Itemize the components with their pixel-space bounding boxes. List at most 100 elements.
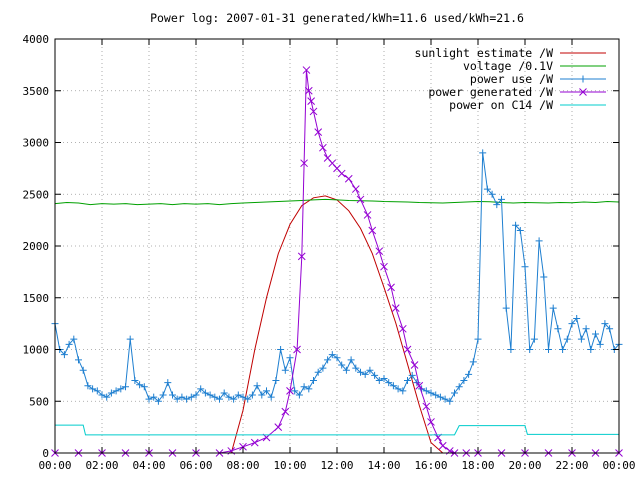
- data-point: [248, 391, 256, 399]
- data-point: [239, 393, 247, 401]
- data-point: [465, 370, 473, 378]
- data-point: [70, 335, 78, 343]
- data-point: [356, 195, 365, 204]
- data-point: [502, 304, 510, 312]
- data-point: [291, 387, 299, 395]
- data-point: [89, 385, 97, 393]
- data-point: [304, 86, 313, 95]
- data-point: [469, 358, 477, 366]
- data-point: [410, 361, 419, 369]
- data-point: [178, 393, 186, 401]
- data-point: [422, 402, 431, 411]
- x-tick-label: 04:00: [132, 459, 165, 472]
- data-point: [592, 330, 599, 338]
- legend-item: power use /W: [470, 72, 606, 86]
- data-point: [344, 174, 353, 183]
- data-point: [507, 346, 515, 353]
- x-tick-label: 20:00: [508, 459, 541, 472]
- data-point: [436, 393, 444, 401]
- data-point: [164, 379, 172, 387]
- data-point: [338, 361, 346, 369]
- data-point: [244, 395, 252, 403]
- data-point: [173, 395, 181, 403]
- data-point: [422, 387, 430, 395]
- chart-title: Power log: 2007-01-31 generated/kWh=11.6…: [150, 11, 524, 25]
- data-point: [75, 356, 82, 364]
- data-point: [201, 389, 209, 397]
- data-point: [408, 371, 416, 379]
- data-point: [521, 263, 529, 271]
- data-point: [310, 377, 317, 385]
- data-point: [112, 387, 120, 395]
- data-point: [579, 75, 587, 83]
- x-tick-label: 16:00: [414, 459, 447, 472]
- data-point: [451, 389, 458, 397]
- data-point: [554, 325, 562, 333]
- data-point: [530, 335, 538, 343]
- data-point: [391, 304, 400, 312]
- data-point: [404, 377, 411, 385]
- legend-item: sunlight estimate /W: [415, 46, 606, 60]
- data-point: [579, 88, 587, 96]
- data-point: [415, 381, 424, 390]
- data-point: [307, 97, 316, 105]
- legend-label: power generated /W: [428, 85, 553, 99]
- data-point: [368, 226, 377, 235]
- data-point: [84, 382, 92, 390]
- data-point: [216, 395, 223, 403]
- data-point: [302, 66, 311, 74]
- data-point: [234, 391, 242, 399]
- data-point: [230, 395, 238, 403]
- y-tick-label: 3000: [23, 137, 50, 150]
- data-point: [601, 320, 609, 328]
- data-point: [498, 195, 505, 203]
- series-line: [230, 195, 444, 454]
- data-point: [563, 335, 571, 343]
- data-point: [375, 377, 383, 385]
- data-point: [169, 391, 176, 399]
- data-point: [272, 377, 280, 385]
- data-point: [385, 379, 393, 387]
- data-point: [427, 389, 435, 397]
- data-point: [380, 262, 388, 271]
- data-point: [297, 252, 306, 261]
- data-point: [98, 391, 106, 399]
- data-point: [371, 371, 379, 379]
- legend-item: voltage /0.1V: [463, 59, 606, 73]
- data-point: [140, 383, 148, 391]
- data-point: [361, 370, 369, 378]
- data-point: [577, 335, 585, 343]
- data-point: [253, 382, 261, 390]
- x-tick-label: 08:00: [226, 459, 259, 472]
- data-point: [363, 211, 372, 219]
- legend-label: power use /W: [470, 72, 553, 86]
- data-point: [375, 247, 384, 256]
- data-point: [573, 314, 581, 322]
- data-point: [399, 387, 407, 395]
- data-point: [394, 385, 402, 393]
- data-point: [274, 423, 283, 431]
- data-point: [60, 351, 68, 359]
- data-point: [366, 366, 374, 374]
- x-tick-label: 06:00: [179, 459, 212, 472]
- data-point: [337, 169, 346, 178]
- y-tick-label: 2000: [23, 240, 50, 253]
- data-point: [493, 201, 501, 209]
- series-1: [54, 198, 620, 206]
- data-point: [314, 128, 323, 137]
- data-point: [258, 391, 266, 399]
- data-point: [117, 385, 125, 393]
- data-point: [192, 391, 200, 399]
- data-point: [387, 283, 395, 292]
- data-point: [446, 397, 454, 405]
- x-tick-label: 00:00: [38, 459, 71, 472]
- data-point: [131, 377, 139, 385]
- data-point: [314, 368, 322, 376]
- data-point: [206, 391, 214, 399]
- x-tick-label: 18:00: [461, 459, 494, 472]
- data-point: [483, 185, 491, 193]
- data-point: [220, 389, 228, 397]
- data-point: [324, 356, 332, 364]
